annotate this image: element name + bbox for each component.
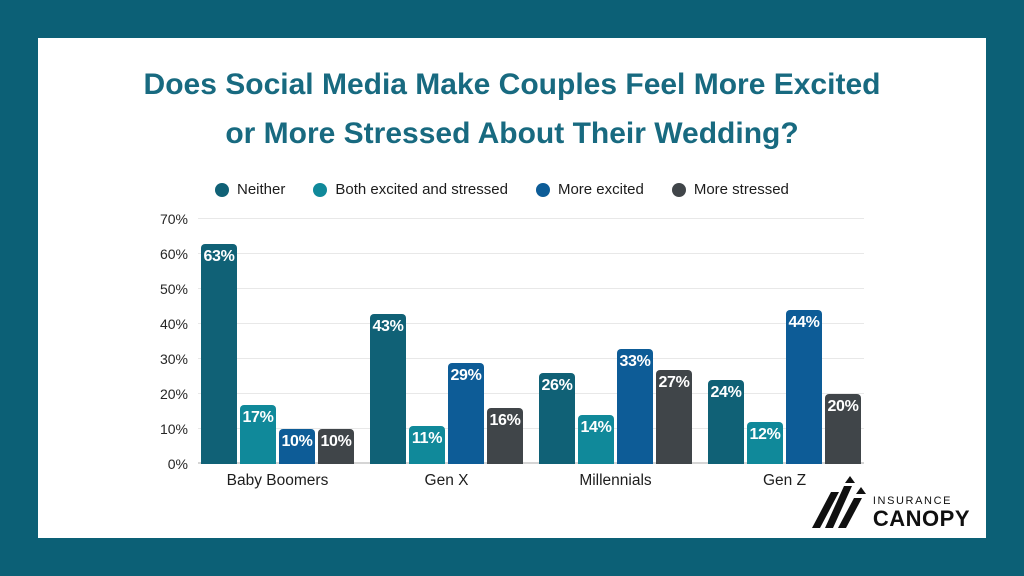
bar-value-label: 10%: [281, 433, 313, 450]
gridline: [198, 288, 864, 289]
bar: 11%: [409, 425, 445, 464]
logo-text: INSURANCE CANOPY: [873, 496, 970, 530]
bar-value-label: 26%: [541, 377, 573, 394]
bar-group: 24% 12% 44% 20% Gen Z: [708, 219, 861, 489]
y-axis-label: 60%: [159, 246, 188, 262]
gridline: [198, 253, 864, 254]
bar-value-label: 20%: [827, 398, 859, 415]
y-axis-label: 10%: [159, 421, 188, 437]
bar-value-label: 29%: [450, 366, 482, 384]
bar-value-label: 33%: [619, 352, 651, 370]
bar: 20%: [825, 394, 861, 464]
bar-value-label: 43%: [372, 317, 404, 335]
legend-item-label: Neither: [237, 181, 286, 198]
category-label: Baby Boomers: [226, 472, 329, 489]
bar-value-label: 16%: [489, 412, 521, 429]
category-label: Gen Z: [762, 472, 807, 489]
bar-value-label: 17%: [242, 408, 274, 426]
y-axis-label: 40%: [159, 316, 188, 332]
gridline: [198, 393, 864, 394]
bar: 29%: [448, 362, 484, 464]
category-label: Millennials: [579, 472, 652, 489]
bar-value-label: 44%: [788, 314, 820, 331]
legend-item-label: Both excited and stressed: [335, 181, 508, 198]
gridline: [198, 462, 864, 464]
legend-item: Neither: [215, 181, 285, 198]
bar-value-label: 11%: [411, 429, 443, 447]
y-axis-label: 0%: [167, 456, 188, 472]
y-axis-label: 20%: [159, 386, 188, 402]
bar: 63%: [201, 243, 237, 464]
y-axis-label: 70%: [159, 211, 188, 227]
bar-value-label: 27%: [658, 373, 690, 391]
legend-item: Both excited and stressed: [313, 181, 508, 198]
bar-group: 26% 14% 33% 27% Millennials: [539, 219, 692, 489]
y-axis-label: 30%: [159, 351, 188, 367]
logo-line-canopy: CANOPY: [872, 506, 970, 531]
legend-item-label: More excited: [557, 181, 644, 198]
bar: 16%: [487, 408, 523, 464]
chart-title: Does Social Media Make Couples Feel More…: [38, 38, 986, 158]
legend: Neither Both excited and stressed More exc…: [215, 181, 789, 198]
canopy-logo-icon: [811, 476, 866, 528]
bar: 27%: [656, 369, 692, 464]
legend-dot-icon: [215, 182, 229, 197]
bar-value-label: 10%: [320, 433, 352, 450]
bar: 33%: [617, 348, 653, 464]
bar: 24%: [708, 380, 744, 464]
legend-dot-icon: [671, 182, 686, 197]
bar: 12%: [747, 422, 783, 464]
bar-value-label: 63%: [203, 247, 235, 265]
gridline: [198, 428, 864, 429]
bar: 26%: [539, 373, 575, 464]
legend-item: More excited: [535, 181, 644, 198]
gridline: [198, 323, 864, 324]
category-label: Gen X: [424, 472, 469, 489]
chart-card: Does Social Media Make Couples Feel More…: [38, 38, 986, 538]
legend-item-label: More stressed: [693, 181, 789, 198]
bar: 17%: [240, 404, 276, 464]
chart-area: 0% 10% 20% 30% 40% 50% 60% 70% 63% 17% 10% 10% Baby…: [160, 211, 864, 489]
bar-value-label: 14%: [580, 419, 612, 436]
chart-title-line-1: Does Social Media Make Couples Feel More…: [143, 68, 881, 101]
bar: 14%: [578, 415, 614, 464]
bar-value-label: 24%: [710, 384, 742, 401]
insurance-canopy-logo: INSURANCE CANOPY: [811, 476, 970, 530]
logo-line-insurance: INSURANCE: [872, 495, 953, 507]
y-axis-label: 50%: [159, 281, 188, 297]
bar: 10%: [318, 429, 354, 464]
gridline: [198, 358, 864, 359]
legend-item: More stressed: [671, 181, 789, 198]
legend-dot-icon: [313, 182, 328, 197]
legend-dot-icon: [535, 182, 550, 197]
bar: 43%: [370, 313, 406, 464]
bar: 44%: [786, 310, 822, 464]
bar-group: 63% 17% 10% 10% Baby Boomers: [201, 219, 354, 489]
bar-value-label: 12%: [749, 426, 781, 443]
gridline: [198, 218, 864, 219]
bar-group: 43% 11% 29% 16% Gen X: [370, 219, 523, 489]
bar: 10%: [279, 429, 315, 464]
chart-title-line-2: or More Stressed About Their Wedding?: [225, 117, 799, 150]
plot-area: 63% 17% 10% 10% Baby Boomers 43% 11% 29% 16% Gen …: [198, 219, 864, 489]
